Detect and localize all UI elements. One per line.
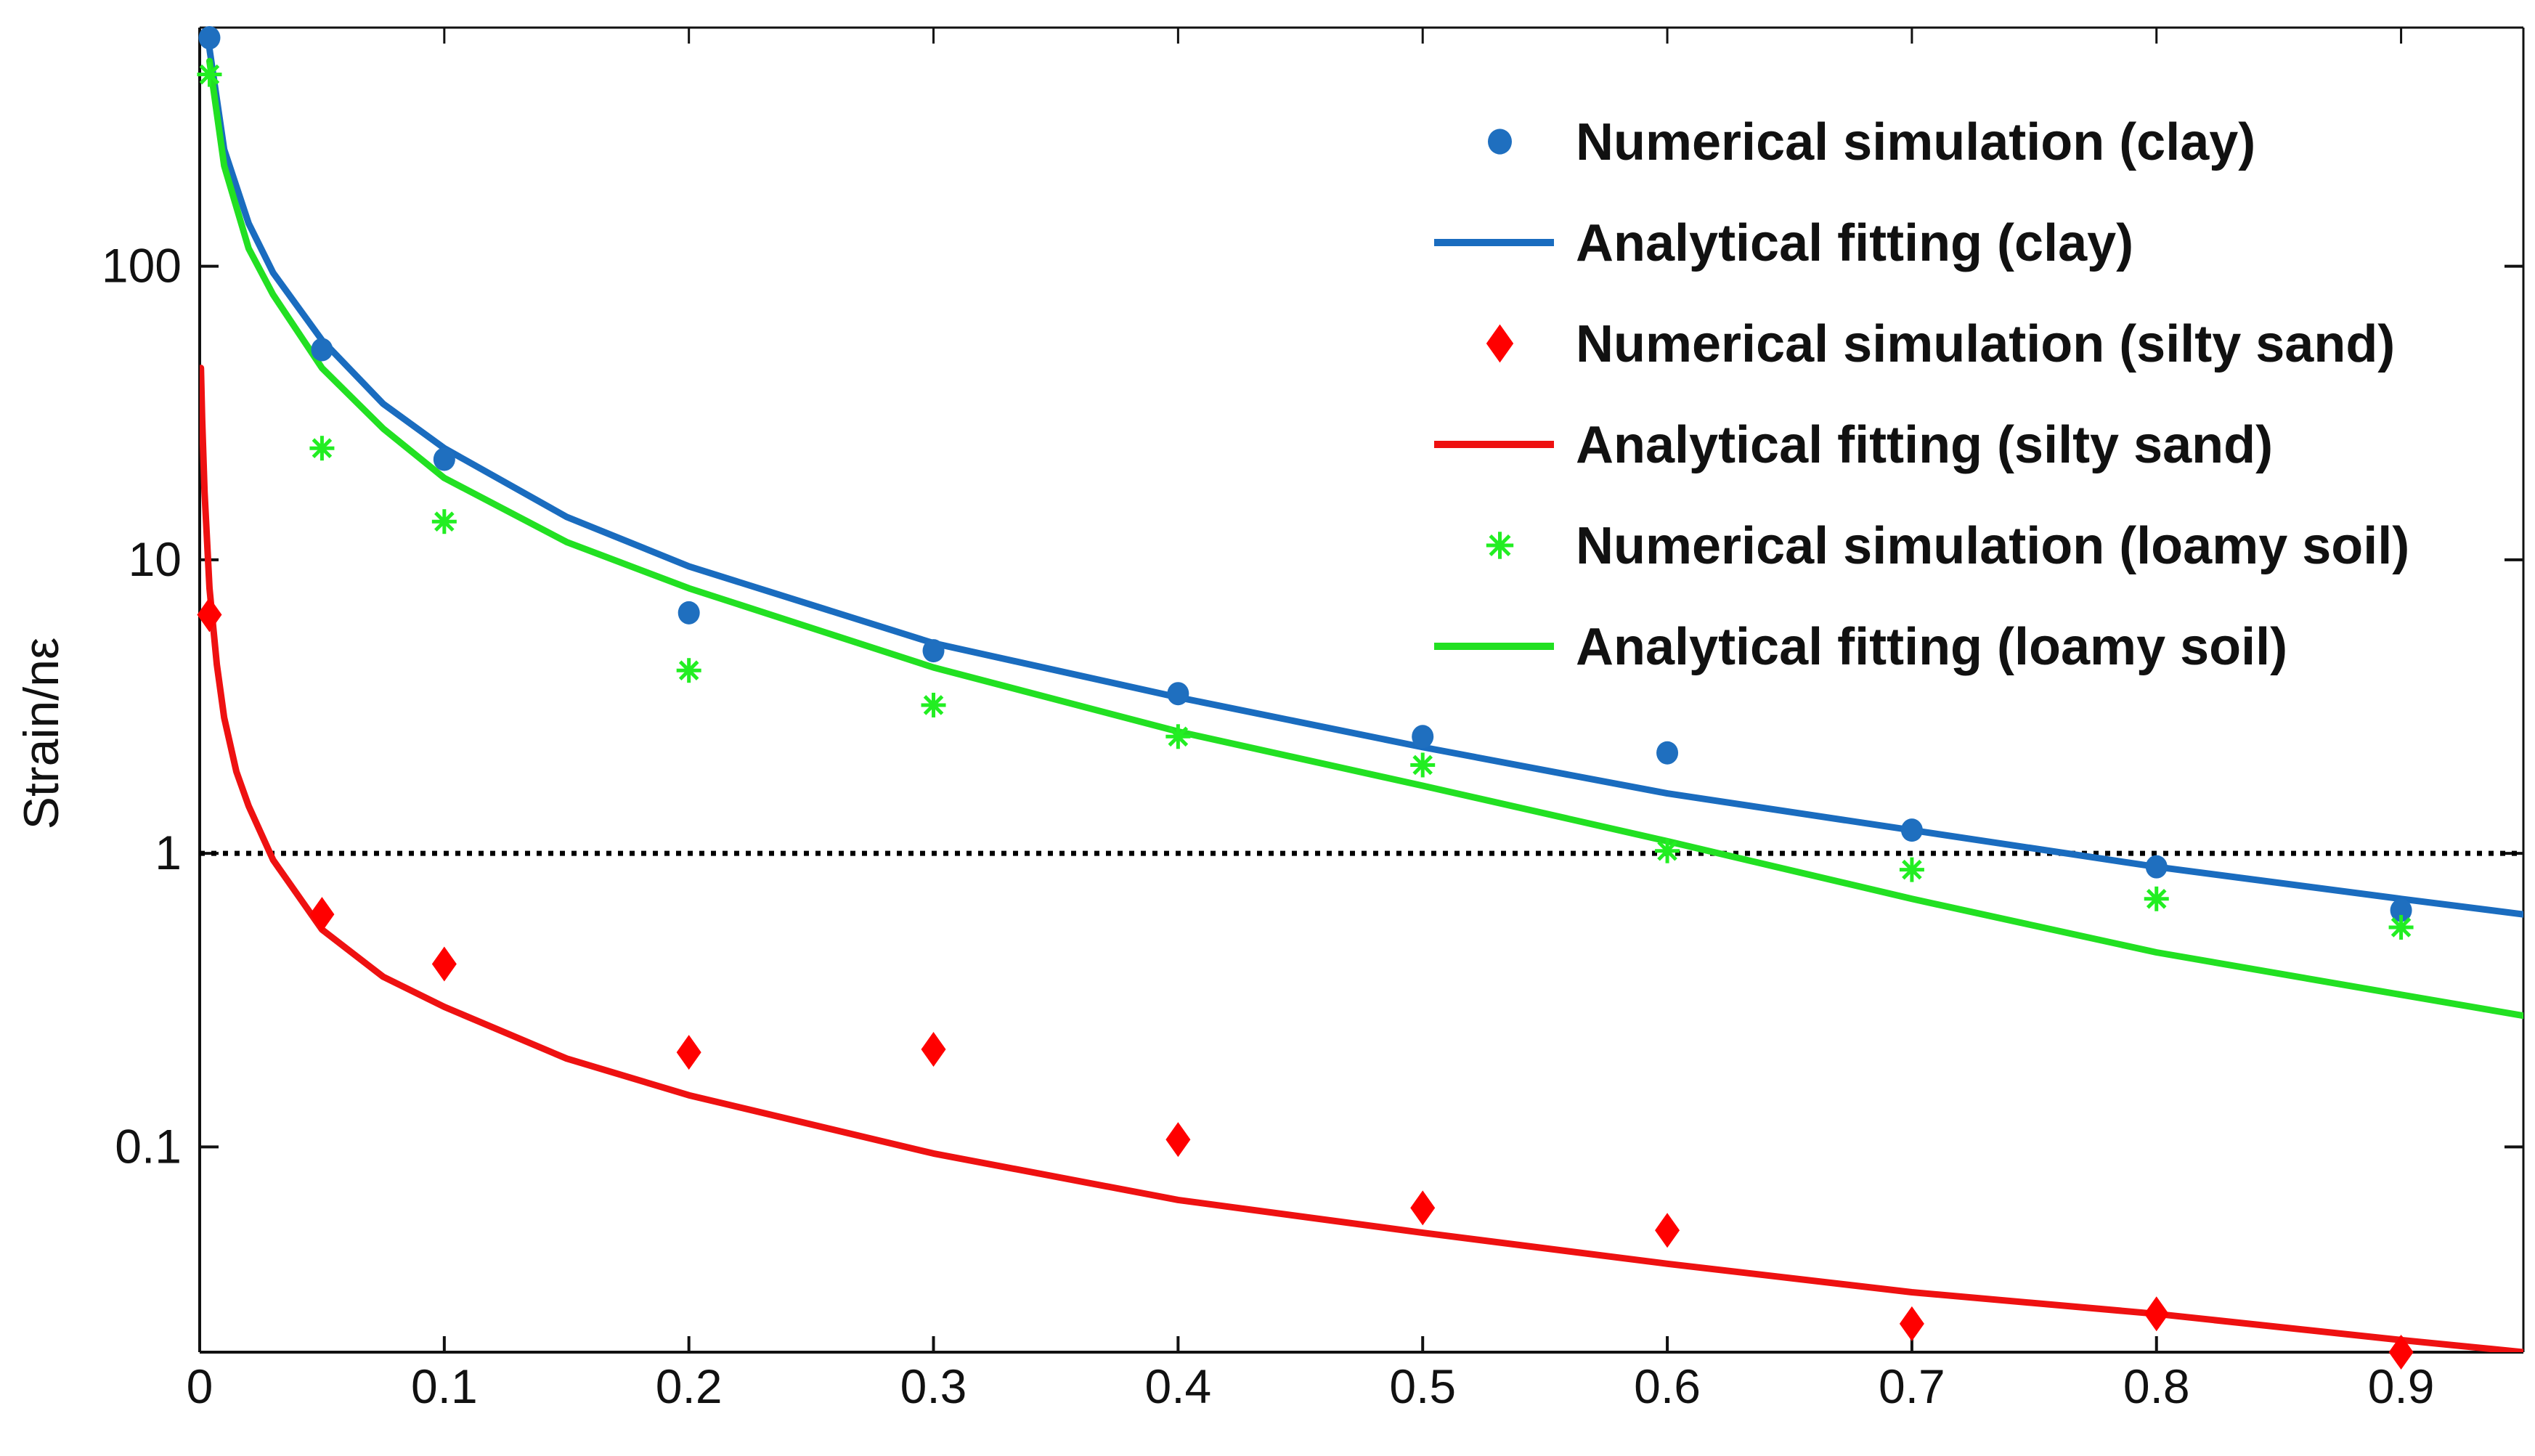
data-point-numerical-simulation-silty-sand — [2144, 1296, 2169, 1332]
legend-marker-numerical-simulation-clay — [1488, 129, 1512, 155]
asterisk-stroke — [199, 64, 220, 85]
data-point-numerical-simulation-clay — [2145, 855, 2168, 879]
series-line-analytical-fitting-loamy-soil — [206, 57, 2523, 1020]
data-point-numerical-simulation-clay — [1167, 682, 1189, 706]
y-tick-label: 0.1 — [115, 1119, 182, 1173]
data-point-numerical-simulation-silty-sand — [1655, 1213, 1680, 1248]
x-tick-label: 0.8 — [2123, 1359, 2190, 1413]
asterisk-stroke — [923, 695, 944, 715]
data-point-numerical-simulation-loamy-soil — [309, 436, 335, 461]
data-point-numerical-simulation-loamy-soil — [676, 658, 701, 683]
y-axis-label: Strain/nε — [14, 638, 69, 830]
asterisk-stroke — [1657, 840, 1677, 861]
asterisk-stroke — [1412, 755, 1433, 776]
data-point-numerical-simulation-clay — [1412, 725, 1434, 749]
legend-label-analytical-fitting-clay: Analytical fitting (clay) — [1576, 214, 2133, 272]
asterisk-stroke — [1902, 859, 1922, 880]
data-point-numerical-simulation-silty-sand — [921, 1032, 946, 1067]
y-tick-label: 1 — [155, 826, 182, 879]
data-point-numerical-simulation-loamy-soil — [197, 62, 222, 87]
data-point-numerical-simulation-silty-sand — [676, 1035, 701, 1070]
data-point-numerical-simulation-clay — [433, 447, 455, 471]
data-point-numerical-simulation-silty-sand — [431, 946, 457, 982]
data-point-numerical-simulation-clay — [922, 639, 945, 663]
y-tick-label: 10 — [129, 532, 182, 586]
data-point-numerical-simulation-clay — [1900, 818, 1923, 842]
data-point-numerical-simulation-loamy-soil — [431, 509, 457, 534]
legend-label-analytical-fitting-silty-sand: Analytical fitting (silty sand) — [1576, 416, 2273, 474]
data-point-numerical-simulation-clay — [1656, 741, 1679, 765]
x-tick-label: 0 — [187, 1359, 213, 1413]
legend-label-numerical-simulation-loamy-soil: Numerical simulation (loamy soil) — [1576, 517, 2409, 575]
asterisk-stroke — [2146, 888, 2167, 909]
y-tick-label: 100 — [102, 239, 182, 293]
data-point-numerical-simulation-loamy-soil — [1410, 752, 1436, 778]
data-point-numerical-simulation-loamy-soil — [921, 692, 946, 717]
axes: 0 0.1 0.2 0.3 0.4 0.5 0.6 0.7 0.8 0.90.1110100Str… — [14, 26, 2525, 1413]
data-point-numerical-simulation-clay — [311, 338, 333, 362]
asterisk-stroke — [1168, 726, 1189, 747]
data-point-numerical-simulation-loamy-soil — [2144, 886, 2169, 911]
data-point-numerical-simulation-silty-sand — [1899, 1306, 1924, 1341]
data-point-numerical-simulation-loamy-soil — [1899, 857, 1924, 882]
series-line-analytical-fitting-silty-sand — [200, 365, 2523, 1352]
data-point-numerical-simulation-clay — [2390, 898, 2412, 922]
legend-label-numerical-simulation-silty-sand: Numerical simulation (silty sand) — [1576, 315, 2395, 373]
data-point-numerical-simulation-clay — [198, 26, 221, 50]
data-point-numerical-simulation-loamy-soil — [1655, 838, 1680, 863]
legend-label-analytical-fitting-loamy-soil: Analytical fitting (loamy soil) — [1576, 618, 2287, 676]
data-point-numerical-simulation-clay — [678, 601, 700, 625]
data-point-numerical-simulation-silty-sand — [2388, 1335, 2414, 1370]
data-point-numerical-simulation-silty-sand — [197, 597, 222, 633]
asterisk-stroke — [312, 438, 333, 458]
x-tick-label: 0.3 — [900, 1359, 967, 1413]
x-tick-label: 0.2 — [656, 1359, 723, 1413]
x-tick-label: 0.6 — [1634, 1359, 1701, 1413]
asterisk-stroke — [2390, 917, 2412, 938]
fitting-lines — [200, 45, 2523, 1352]
legend-marker-numerical-simulation-loamy-soil — [1486, 532, 1514, 559]
asterisk-stroke — [1489, 534, 1511, 556]
x-tick-label: 0.7 — [1879, 1359, 1945, 1413]
series-line-analytical-fitting-clay — [206, 45, 2523, 918]
legend: Numerical simulation (clay) Analytical fi… — [1434, 113, 2409, 676]
asterisk-stroke — [678, 660, 699, 680]
x-tick-label: 0.1 — [411, 1359, 478, 1413]
legend-marker-numerical-simulation-silty-sand — [1486, 324, 1514, 363]
data-point-numerical-simulation-silty-sand — [1165, 1122, 1191, 1158]
data-point-numerical-simulation-silty-sand — [309, 897, 335, 932]
data-point-numerical-simulation-silty-sand — [1410, 1190, 1436, 1226]
x-tick-label: 0.4 — [1144, 1359, 1211, 1413]
legend-label-numerical-simulation-clay: Numerical simulation (clay) — [1576, 113, 2255, 171]
data-point-numerical-simulation-loamy-soil — [2388, 914, 2414, 940]
asterisk-stroke — [434, 511, 455, 532]
data-point-numerical-simulation-loamy-soil — [1165, 724, 1191, 749]
x-tick-label: 0.5 — [1389, 1359, 1456, 1413]
data-markers — [197, 26, 2414, 1370]
